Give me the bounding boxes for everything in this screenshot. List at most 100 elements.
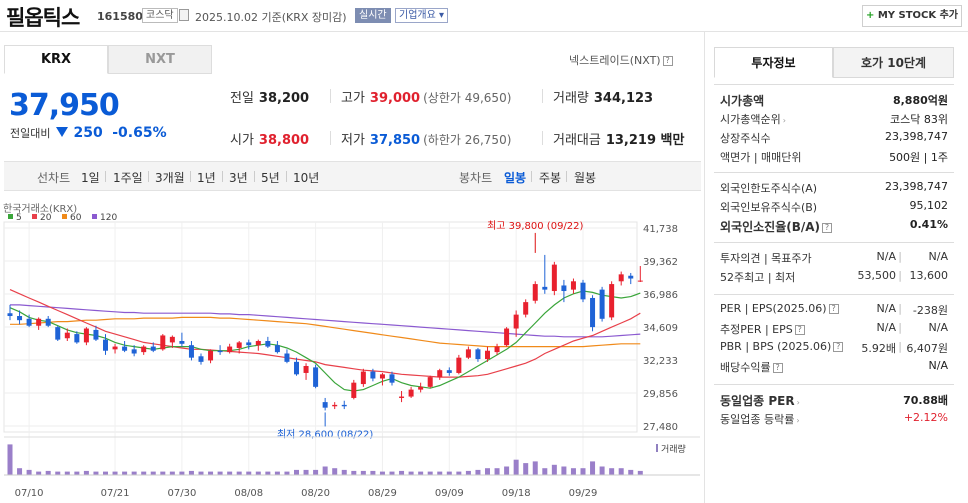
volume-bar	[494, 468, 500, 475]
candle-body	[160, 335, 166, 350]
volume-bar	[83, 470, 89, 475]
chevron-right-icon[interactable]: ›	[782, 116, 786, 125]
candle-body	[208, 350, 214, 361]
tab-krx[interactable]: KRX	[4, 45, 108, 74]
candle-body	[456, 357, 462, 373]
candle-body	[570, 281, 576, 290]
chevron-right-icon[interactable]: ›	[796, 398, 800, 407]
candle-body	[274, 345, 280, 353]
document-icon[interactable]	[179, 9, 189, 21]
info-value: 0.41%	[909, 218, 948, 231]
candle-body	[379, 374, 385, 379]
info-key: 외국인보유주식수(B)	[720, 201, 818, 214]
divider	[190, 171, 191, 182]
info-value: 23,398,747	[885, 130, 948, 143]
x-tick-label: 07/30	[167, 488, 196, 499]
candle-body	[561, 285, 567, 292]
candle-body	[446, 370, 452, 373]
candle-body	[628, 275, 634, 279]
volume-bar	[418, 471, 424, 475]
info-row: 상장주식수 23,398,747	[720, 130, 948, 146]
volume-bar	[122, 471, 128, 475]
period-5y[interactable]: 5년	[261, 171, 280, 185]
candle-body	[7, 313, 13, 317]
info-section: 투자의견 | 목표주가 N/A | N/A 52주최고 | 최저 53,500 | 13,60…	[714, 242, 954, 290]
volume-bar	[36, 471, 42, 475]
period-line-chart[interactable]: 선차트	[37, 171, 71, 185]
info-value: 23,398,747	[885, 180, 948, 193]
y-tick-label: 34,609	[643, 323, 678, 334]
corp-info-dropdown[interactable]: 기업개요 ▾	[395, 8, 448, 23]
period-1d[interactable]: 1일	[81, 171, 100, 185]
volume-bar	[532, 461, 538, 475]
volume-bar	[255, 471, 261, 475]
volume-bar	[437, 471, 443, 475]
help-icon[interactable]: ?	[662, 56, 673, 66]
period-candle-chart[interactable]: 봉차트	[459, 171, 493, 185]
divider	[222, 171, 223, 182]
info-value: N/A	[928, 250, 948, 263]
x-tick-label: 09/18	[502, 488, 531, 499]
candle-body	[332, 404, 338, 407]
info-row: 액면가 | 매매단위 500원 | 1주	[720, 149, 948, 165]
next-trade-label: 넥스트레이드(NXT)	[569, 54, 661, 67]
realtime-button[interactable]: 실시간	[355, 8, 391, 23]
value-divider: |	[898, 340, 902, 353]
chart-source-label: 한국거래소(KRX)	[3, 203, 77, 215]
candle-body	[265, 341, 271, 347]
volume-bar	[313, 469, 319, 475]
y-tick-label: 41,738	[643, 224, 678, 235]
info-value: N/A	[876, 250, 896, 263]
candle-body	[513, 314, 519, 329]
volume-bar	[485, 468, 490, 475]
volume-bar	[332, 468, 338, 475]
candle-body	[322, 402, 328, 408]
stat-open-label: 시가	[230, 133, 254, 148]
period-3m[interactable]: 3개월	[155, 171, 185, 185]
y-tick-label: 29,856	[643, 389, 678, 400]
period-monthly[interactable]: 월봉	[574, 171, 597, 185]
candle-body	[532, 284, 538, 301]
help-icon[interactable]: ?	[772, 363, 783, 373]
candle-body	[504, 328, 510, 346]
next-trade-link[interactable]: 넥스트레이드(NXT)?	[569, 52, 673, 68]
volume-bar	[141, 471, 147, 475]
info-key: 동일업종 등락률	[720, 413, 795, 426]
info-value: +2.12%	[903, 411, 948, 424]
info-row: 외국인소진율(B/A)? 0.41%	[720, 218, 948, 235]
chevron-right-icon[interactable]: ›	[796, 416, 800, 425]
candle-body	[351, 382, 357, 398]
down-triangle-icon	[55, 127, 68, 137]
tab-nxt[interactable]: NXT	[108, 45, 212, 74]
period-1w[interactable]: 1주일	[113, 171, 143, 185]
candle-body	[55, 327, 61, 340]
volume-bar	[542, 468, 548, 475]
x-tick-label: 09/09	[435, 488, 464, 499]
period-10y[interactable]: 10년	[293, 171, 320, 185]
volume-bar	[408, 471, 414, 475]
help-icon[interactable]: ?	[833, 342, 844, 352]
divider	[566, 171, 567, 182]
period-daily[interactable]: 일봉	[504, 171, 527, 185]
help-icon[interactable]: ?	[828, 304, 839, 314]
tab-order-book[interactable]: 호가 10단계	[833, 47, 954, 78]
value-divider: |	[898, 302, 902, 315]
stat-amount-value: 13,219 백만	[605, 133, 685, 148]
help-icon[interactable]: ?	[794, 325, 805, 335]
stock-header: 필옵틱스 161580 코스닥 2025.10.02 기준(KRX 장미감) 실…	[0, 0, 968, 32]
help-icon[interactable]: ?	[822, 223, 833, 233]
change-rate: -0.65%	[112, 125, 167, 141]
info-section: PER | EPS(2025.06)? N/A | -238원 추정PER | EPS?…	[714, 294, 954, 380]
period-1y[interactable]: 1년	[197, 171, 216, 185]
period-weekly[interactable]: 주봉	[539, 171, 562, 185]
candle-body	[485, 350, 490, 360]
volume-bar	[131, 471, 137, 475]
divider	[330, 89, 331, 103]
price-chart[interactable]: 41,738 39,362 36,986 34,609 32,233 29,856 27,4…	[0, 170, 700, 503]
candle-body	[408, 389, 414, 397]
candle-body	[418, 386, 424, 390]
period-3y[interactable]: 3년	[229, 171, 248, 185]
tab-investment-info[interactable]: 투자정보	[714, 47, 833, 78]
volume-bar	[523, 463, 529, 475]
my-stock-add-button[interactable]: + MY STOCK 추가	[862, 5, 962, 27]
